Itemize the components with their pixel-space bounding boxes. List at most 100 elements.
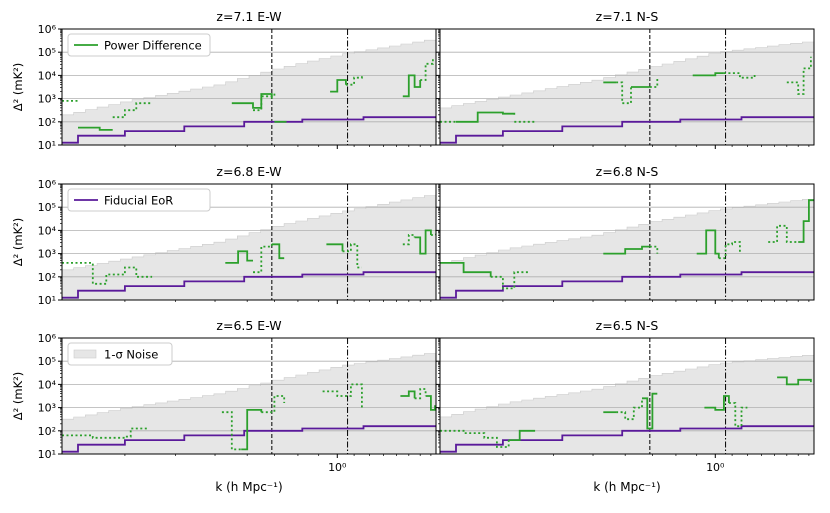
power-segment: [225, 250, 253, 264]
y-tick-label: 10⁵: [38, 201, 56, 214]
power-segment: [322, 383, 363, 408]
fiducial-line: [62, 425, 436, 453]
y-axis-label: Δ² (mK²): [11, 372, 25, 420]
power-segment: [402, 234, 416, 246]
y-axis-label: Δ² (mK²): [11, 218, 25, 266]
y-tick-label: 10⁶: [38, 332, 57, 345]
legend-swatch: [73, 349, 97, 359]
power-segment: [78, 126, 113, 131]
y-tick-label: 10⁵: [38, 46, 56, 59]
power-segment: [718, 241, 741, 260]
legend-box: [67, 33, 211, 57]
x-tick-label: 10⁰: [328, 461, 347, 474]
y-tick-label: 10⁴: [38, 224, 57, 237]
xlabel-left: k (h Mpc⁻¹): [215, 480, 282, 494]
y-tick-label: 10¹: [38, 139, 56, 152]
noise-band: [440, 355, 814, 454]
axes-frame: [61, 337, 437, 455]
legend: Power Difference: [67, 33, 211, 57]
fiducial-line: [440, 271, 814, 299]
power-segment: [456, 111, 516, 123]
panel-title: z=6.8 N-S: [596, 164, 659, 179]
power-segment: [440, 429, 510, 448]
power-segment: [723, 72, 756, 79]
y-tick-label: 10⁴: [38, 378, 57, 391]
fiducial-line: [440, 116, 814, 144]
y-tick-label: 10¹: [38, 448, 56, 461]
power-segment: [777, 376, 812, 386]
panel-title: z=6.5 N-S: [596, 318, 659, 333]
fiducial-line: [440, 425, 814, 453]
y-tick-label: 10²: [38, 116, 56, 129]
plot-area: [62, 29, 436, 145]
power-segment: [271, 243, 285, 260]
axes-frame: [61, 28, 437, 146]
plot-area: [440, 338, 814, 454]
power-segment: [425, 395, 436, 411]
noise-band: [440, 41, 814, 145]
legend: Fiducial EoR: [67, 188, 211, 212]
power-segment: [649, 77, 659, 88]
plot-area: [62, 184, 436, 300]
panel-1: z=7.1 N-S: [436, 9, 815, 149]
axes-frame: [439, 183, 815, 301]
fiducial-line: [62, 271, 436, 299]
y-tick-label: 10⁶: [38, 178, 57, 191]
fiducial-line: [62, 116, 436, 144]
power-segment: [490, 271, 531, 290]
power-segment: [330, 79, 347, 93]
power-segment: [241, 409, 263, 451]
power-segment: [221, 411, 242, 451]
panel-2: z=6.8 E-W 10¹ 10² 10³ 10⁴ 10⁵ 10⁶ Δ² (mK²) Fiduc…: [11, 164, 437, 307]
power-segment: [692, 72, 724, 77]
power-segment: [326, 243, 344, 252]
panel-5: z=6.5 N-S 10⁰: [436, 318, 815, 474]
legend-label: Power Difference: [104, 39, 202, 53]
power-segment: [642, 392, 658, 430]
y-tick-label: 10³: [38, 402, 56, 415]
x-tick-label: 10⁰: [706, 461, 725, 474]
panel-title: z=6.5 E-W: [216, 318, 281, 333]
y-tick-label: 10⁶: [38, 23, 57, 36]
power-segment: [112, 102, 153, 119]
power-segment: [798, 199, 814, 243]
plot-area: [62, 338, 436, 454]
power-segment: [704, 395, 730, 411]
axes-frame: [61, 183, 437, 301]
panel-title: z=7.1 N-S: [596, 9, 659, 24]
y-axis-label: Δ² (mK²): [11, 63, 25, 111]
legend-box: [67, 188, 211, 212]
y-tick-label: 10³: [38, 93, 56, 106]
panel-0: z=7.1 E-W 10¹ 10² 10³ 10⁴ 10⁵ 10⁶ Δ² (mK²) Power…: [11, 9, 437, 152]
power-segment: [400, 390, 416, 399]
power-segment: [414, 229, 432, 255]
legend-box: [67, 342, 173, 366]
power-segment: [345, 75, 363, 86]
panel-4: z=6.5 E-W 10¹ 10² 10³ 10⁴ 10⁵ 10⁶ 10⁰ Δ² (mK²) 1-…: [11, 318, 437, 474]
y-tick-label: 10⁵: [38, 355, 56, 368]
power-segment: [430, 230, 436, 236]
axes-frame: [439, 28, 815, 146]
power-segment: [402, 74, 422, 98]
legend-label: 1-σ Noise: [104, 348, 158, 362]
power-segment: [62, 262, 153, 285]
power-segment: [440, 262, 492, 277]
y-tick-label: 10¹: [38, 294, 56, 307]
power-segment: [261, 395, 286, 414]
axes-frame: [439, 337, 815, 455]
plot-area: [440, 184, 814, 300]
power-segment: [616, 398, 643, 421]
noise-band: [62, 353, 436, 454]
power-segment: [728, 402, 748, 428]
panel-title: z=6.8 E-W: [216, 164, 281, 179]
power-segment: [253, 244, 273, 274]
y-tick-label: 10³: [38, 248, 56, 261]
power-segment: [342, 243, 362, 269]
power-segment: [696, 229, 720, 259]
y-tick-label: 10²: [38, 271, 56, 284]
legend: 1-σ Noise: [67, 342, 173, 366]
y-tick-label: 10⁴: [38, 69, 57, 82]
power-segment: [786, 56, 812, 95]
xlabel-right: k (h Mpc⁻¹): [593, 480, 660, 494]
